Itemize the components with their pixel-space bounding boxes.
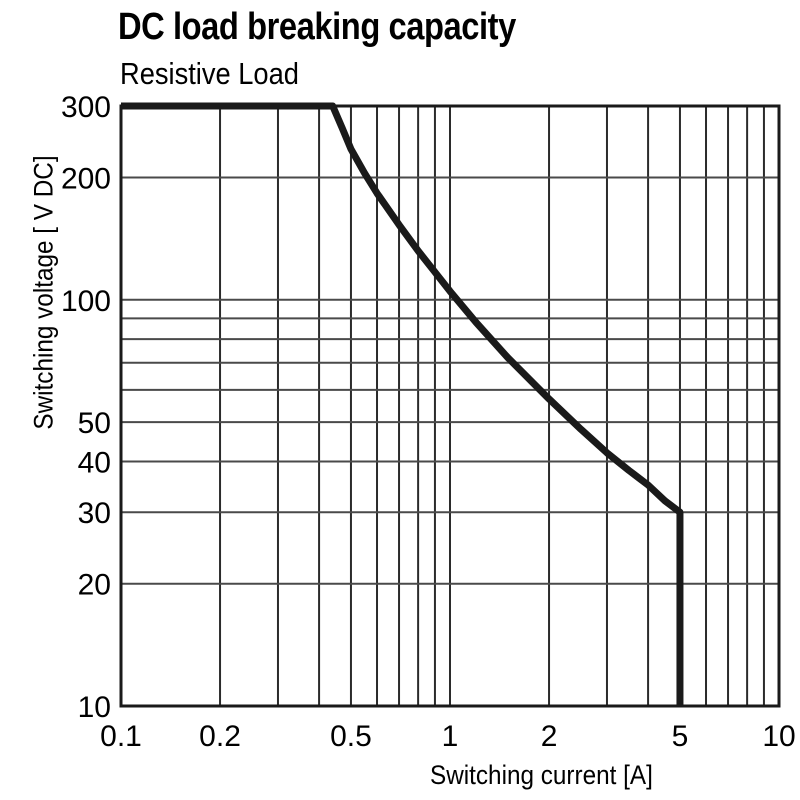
x-tick-labels-group: 0.1 0.2 0.5 1 2 5 10 bbox=[100, 720, 796, 753]
plot-border bbox=[119, 104, 781, 708]
x-tick-label: 5 bbox=[672, 720, 689, 753]
y-tick-label: 100 bbox=[61, 285, 111, 318]
x-tick-label: 10 bbox=[762, 720, 795, 753]
x-tick-label: 0.1 bbox=[100, 720, 142, 753]
plot-frame bbox=[119, 104, 781, 708]
x-tick-label: 2 bbox=[541, 720, 558, 753]
data-series-group bbox=[121, 102, 684, 706]
y-tick-label: 20 bbox=[78, 569, 111, 602]
page-title: DC load breaking capacity bbox=[118, 6, 516, 48]
x-tick-label: 1 bbox=[442, 720, 459, 753]
y-tick-label: 300 bbox=[61, 91, 111, 124]
y-tick-labels-group: 300 200 100 50 40 30 20 10 bbox=[61, 91, 111, 724]
data-curve bbox=[121, 102, 684, 706]
x-tick-label: 0.5 bbox=[330, 720, 372, 753]
y-tick-label: 40 bbox=[78, 446, 111, 479]
y-tick-label: 50 bbox=[78, 407, 111, 440]
y-tick-label: 30 bbox=[78, 497, 111, 530]
y-tick-label: 10 bbox=[78, 691, 111, 724]
x-tick-label: 0.2 bbox=[199, 720, 241, 753]
x-axis-title: Switching current [A] bbox=[430, 760, 653, 790]
chart-subtitle: Resistive Load bbox=[120, 56, 299, 91]
y-tick-label: 200 bbox=[61, 163, 111, 196]
